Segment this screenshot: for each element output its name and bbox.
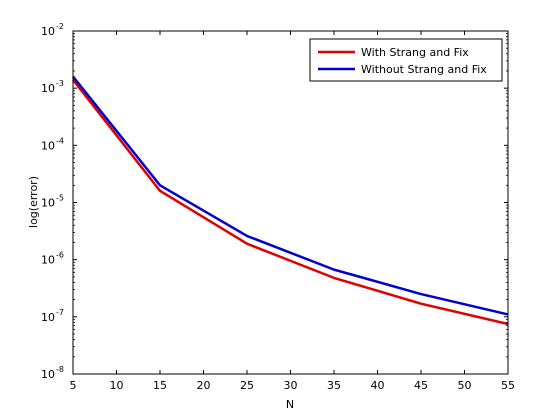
y-axis-label: log(error)	[27, 176, 40, 228]
legend-label-2: Without Strang and Fix	[361, 63, 487, 76]
x-tick-label: 30	[284, 379, 298, 392]
x-tick-label: 10	[110, 379, 124, 392]
y-tick-label: 10	[41, 368, 55, 381]
y-tick-exponent: -3	[56, 79, 64, 88]
x-tick-label: 40	[371, 379, 385, 392]
series-line-1	[72, 79, 509, 326]
y-tick-exponent: -7	[56, 308, 64, 317]
x-tick-label: 50	[458, 379, 472, 392]
y-tick-label: 10	[41, 25, 55, 38]
y-tick-label: 10	[41, 311, 55, 324]
series-layer	[72, 75, 509, 326]
y-tick-exponent: -2	[56, 22, 64, 31]
x-tick-label: 20	[197, 379, 211, 392]
y-tick-label: 10	[41, 139, 55, 152]
series-line-2	[72, 75, 509, 316]
legend-box	[309, 38, 503, 82]
y-tick-exponent: -8	[56, 365, 64, 374]
x-tick-label: 5	[70, 379, 77, 392]
y-tick-label: 10	[41, 254, 55, 267]
legend: With Strang and Fix Without Strang and Fi…	[309, 38, 503, 82]
legend-label-1: With Strang and Fix	[361, 46, 469, 59]
x-tick-label: 25	[240, 379, 254, 392]
y-tick-exponent: -5	[56, 194, 64, 203]
x-axis-label: N	[286, 398, 294, 411]
plot-area	[73, 31, 508, 374]
x-tick-label: 35	[327, 379, 341, 392]
y-tick-exponent: -4	[56, 136, 64, 145]
x-tick-label: 55	[501, 379, 515, 392]
y-tick-exponent: -6	[56, 251, 64, 260]
x-tick-label: 15	[153, 379, 167, 392]
x-tick-label: 45	[414, 379, 428, 392]
y-tick-label: 10	[41, 197, 55, 210]
y-tick-label: 10	[41, 82, 55, 95]
